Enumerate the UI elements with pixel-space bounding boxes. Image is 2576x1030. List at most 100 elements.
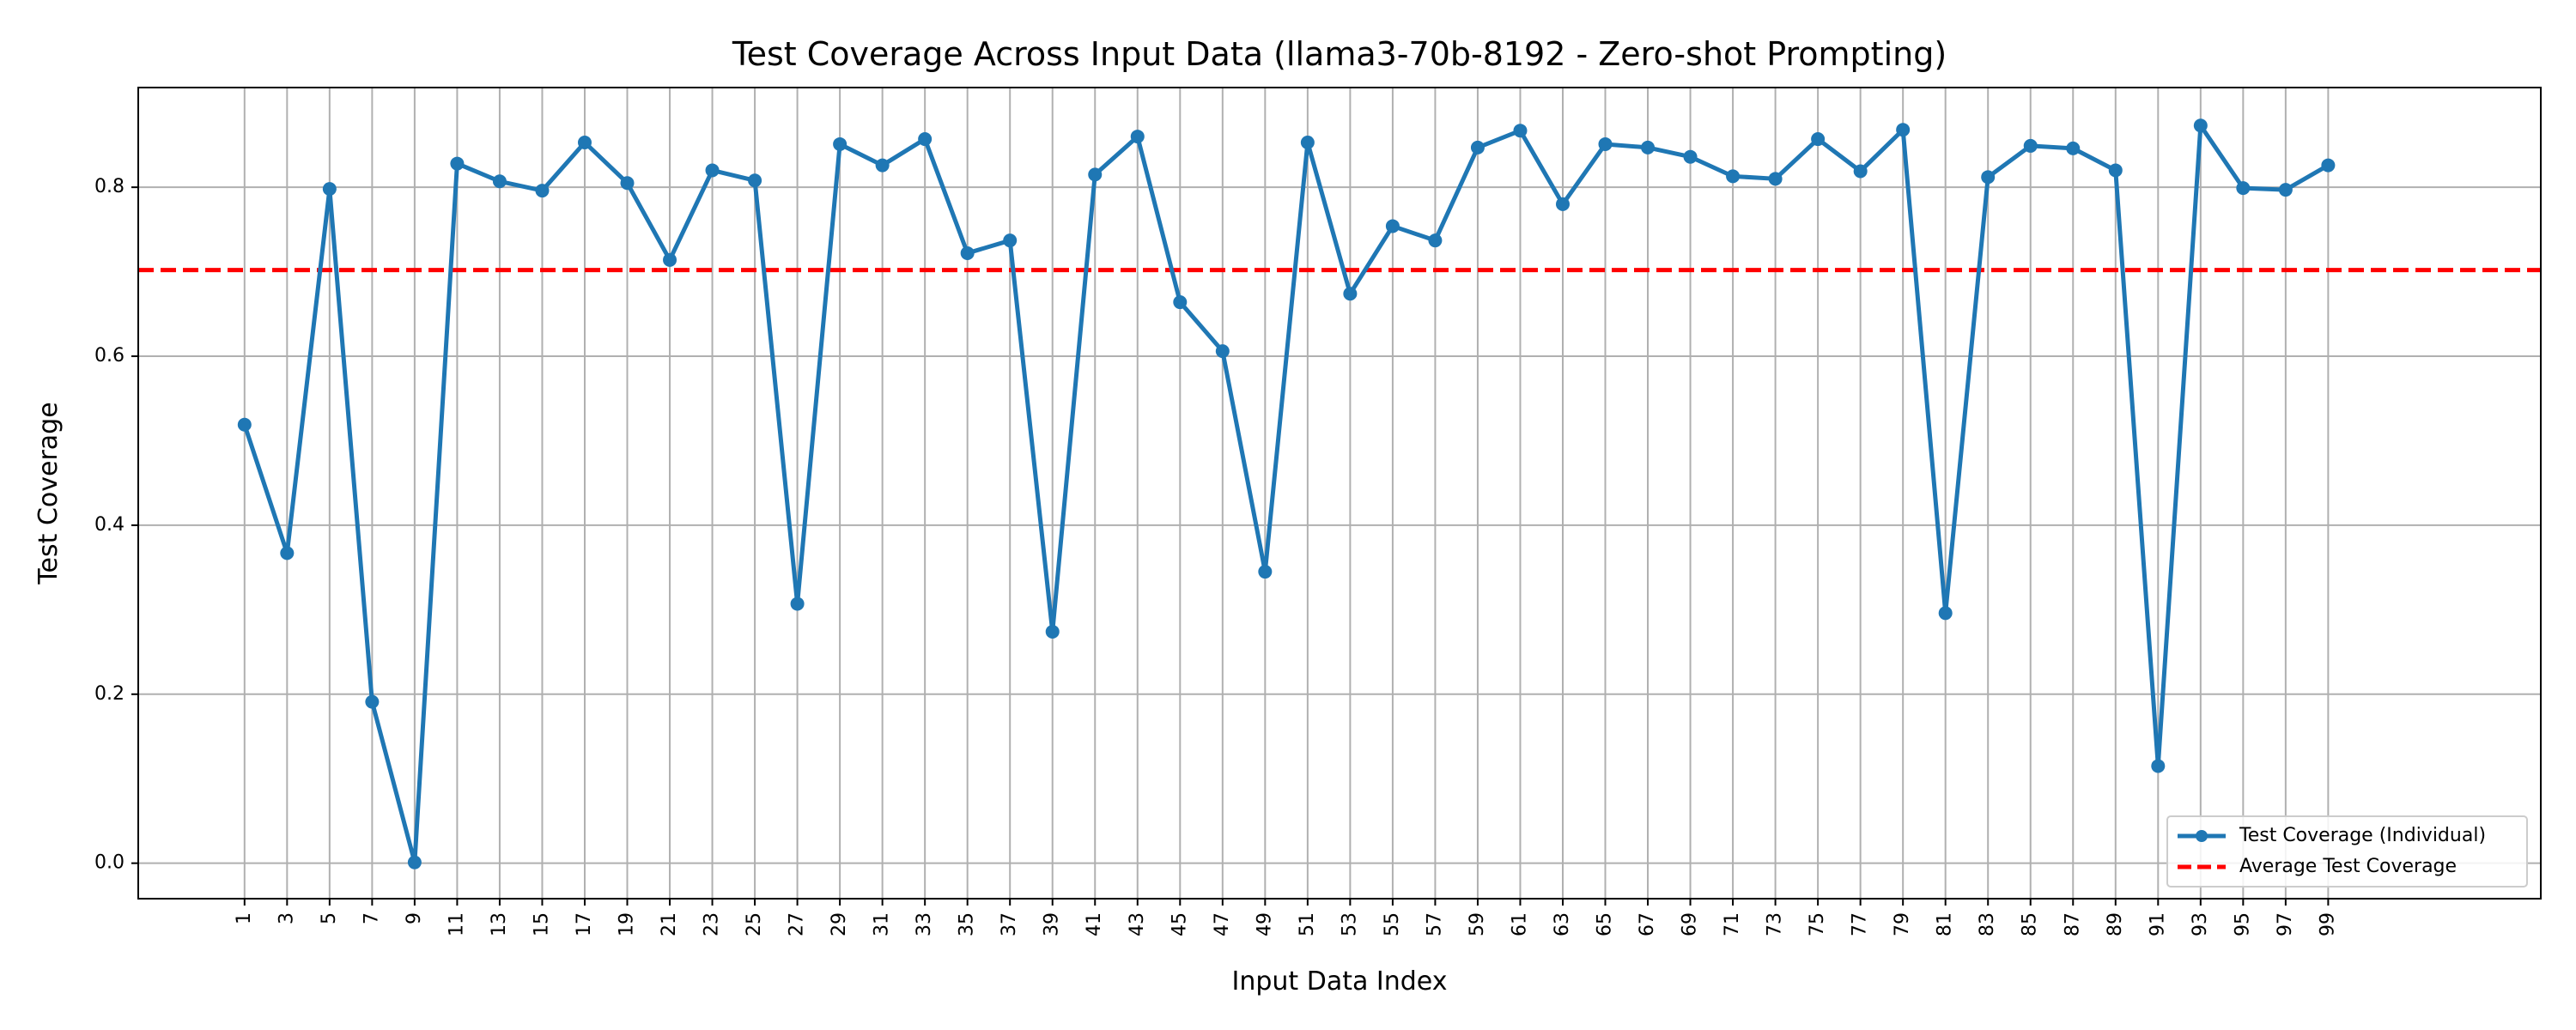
data-point <box>875 158 890 173</box>
x-tick-label: 29 <box>829 912 850 936</box>
x-tick-label: 73 <box>1765 912 1786 936</box>
x-tick-label: 95 <box>2232 912 2253 936</box>
x-tick-label: 93 <box>2190 912 2211 936</box>
data-point <box>1470 140 1485 154</box>
x-tick-label: 65 <box>1595 912 1616 936</box>
x-tick-label: 43 <box>1127 912 1148 936</box>
data-point <box>2108 163 2123 178</box>
y-tick-label: 0.6 <box>94 345 125 367</box>
x-tick-label: 27 <box>787 912 808 936</box>
data-point <box>2236 181 2251 196</box>
x-tick-label: 35 <box>957 912 978 936</box>
legend-average-label: Average Test Coverage <box>2239 856 2457 877</box>
x-tick-label: 81 <box>1935 912 1956 936</box>
x-tick-label: 63 <box>1552 912 1573 936</box>
x-tick-label: 17 <box>574 912 595 936</box>
data-point <box>322 182 337 197</box>
x-tick-label: 1 <box>234 912 255 924</box>
y-axis-label: Test Coverage <box>33 402 64 585</box>
x-tick-label: 23 <box>702 912 723 936</box>
x-tick-label: 39 <box>1042 912 1063 936</box>
y-tick-label: 0.4 <box>94 514 125 536</box>
legend-box <box>2166 815 2528 888</box>
x-tick-label: 47 <box>1212 912 1233 936</box>
data-point <box>1513 124 1528 138</box>
data-point <box>1726 169 1741 184</box>
x-tick-label: 25 <box>744 912 765 936</box>
y-axis-ticks: 0.0 0.2 0.4 0.6 0.8 <box>94 176 138 874</box>
data-point <box>833 136 848 151</box>
data-point <box>1173 295 1188 310</box>
data-point <box>1130 130 1145 144</box>
x-tick-label: 19 <box>617 912 638 936</box>
data-point <box>1045 624 1060 639</box>
x-tick-label: 11 <box>446 912 467 936</box>
legend: Test Coverage (Individual) Average Test C… <box>2166 815 2528 888</box>
y-tick-label: 0.0 <box>94 852 125 874</box>
data-point <box>2066 141 2081 155</box>
x-tick-label: 91 <box>2147 912 2168 936</box>
y-tick-label: 0.8 <box>94 176 125 197</box>
x-tick-label: 7 <box>361 912 382 924</box>
data-point <box>1598 136 1613 151</box>
chart-title: Test Coverage Across Input Data (llama3-… <box>732 35 1947 73</box>
data-point <box>1555 197 1570 211</box>
data-point <box>960 245 975 260</box>
x-tick-label: 75 <box>1807 912 1828 936</box>
legend-series-marker <box>2196 830 2208 842</box>
x-tick-label: 89 <box>2105 912 2126 936</box>
data-point <box>1428 233 1443 248</box>
series-line <box>242 123 2330 865</box>
data-point <box>1641 140 1656 154</box>
x-tick-label: 15 <box>531 912 552 936</box>
y-tick-label: 0.2 <box>94 683 125 705</box>
data-point <box>620 176 635 191</box>
data-point <box>365 694 380 709</box>
data-point <box>2321 158 2336 173</box>
x-tick-label: 71 <box>1722 912 1743 936</box>
x-tick-label: 13 <box>489 912 510 936</box>
plot-frame <box>137 87 2542 900</box>
data-point <box>748 173 762 188</box>
data-point <box>663 252 677 267</box>
data-point <box>1768 172 1783 186</box>
data-point <box>492 174 507 189</box>
x-tick-label: 3 <box>276 912 297 924</box>
x-tick-label: 33 <box>914 912 935 936</box>
legend-series-label: Test Coverage (Individual) <box>2239 825 2486 846</box>
x-tick-label: 51 <box>1297 912 1318 936</box>
data-point <box>705 163 720 178</box>
data-point <box>407 855 422 869</box>
data-point <box>535 184 550 198</box>
x-tick-label: 79 <box>1892 912 1913 936</box>
data-point <box>1853 164 1868 179</box>
x-tick-label: 49 <box>1254 912 1275 936</box>
data-point <box>918 132 933 147</box>
data-point <box>1215 344 1230 359</box>
data-point <box>2151 759 2166 773</box>
data-point <box>1343 287 1358 301</box>
grid-lines <box>138 88 2541 899</box>
data-point <box>790 597 805 611</box>
data-point <box>280 546 295 560</box>
data-point <box>237 417 252 432</box>
x-tick-label: 37 <box>999 912 1020 936</box>
x-tick-label: 83 <box>1977 912 1998 936</box>
x-tick-label: 21 <box>659 912 680 936</box>
data-point <box>2278 183 2293 197</box>
x-tick-label: 41 <box>1084 912 1105 936</box>
data-point <box>1385 219 1400 233</box>
x-tick-label: 69 <box>1680 912 1701 936</box>
x-tick-label: 87 <box>2062 912 2083 936</box>
x-tick-label: 31 <box>872 912 893 936</box>
x-tick-label: 67 <box>1637 912 1658 936</box>
x-tick-label: 57 <box>1424 912 1445 936</box>
x-tick-label: 55 <box>1382 912 1403 936</box>
data-point <box>2023 138 2038 153</box>
data-point <box>1938 606 1953 621</box>
x-tick-label: 5 <box>319 912 340 924</box>
data-point <box>1683 149 1698 164</box>
data-point <box>1258 565 1273 579</box>
x-tick-label: 61 <box>1509 912 1530 936</box>
